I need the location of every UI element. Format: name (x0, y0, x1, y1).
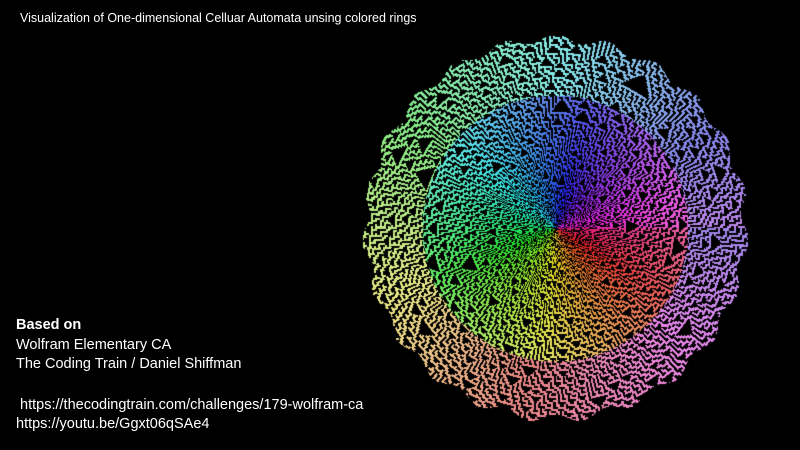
credits: Based on Wolfram Elementary CA The Codin… (16, 316, 363, 435)
page-title: Visualization of One-dimensional Celluar… (20, 11, 417, 25)
credits-line: The Coding Train / Daniel Shiffman (16, 356, 242, 372)
credits-line: Wolfram Elementary CA (16, 336, 172, 353)
credits-heading: Based on (16, 317, 82, 333)
challenge-link[interactable]: https://thecodingtrain.com/challenges/17… (16, 396, 364, 413)
youtube-link[interactable]: https://youtu.be/Ggxt06qSAe4 (16, 416, 210, 432)
